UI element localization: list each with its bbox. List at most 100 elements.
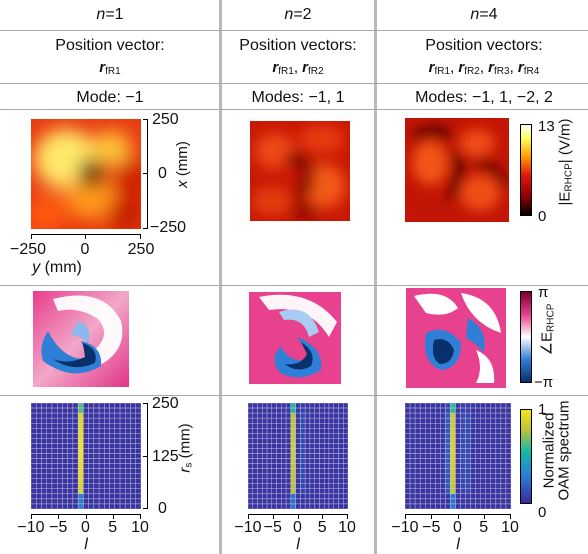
spectrum-cell [135,417,141,424]
spectrum-cell [440,403,446,409]
spectrum-cell [314,443,320,449]
spectrum-cell [405,493,411,500]
spectrum-cell [62,438,68,444]
spectrum-cell [304,407,311,414]
spec-x-tick [457,514,459,519]
spectrum-cell [419,433,426,439]
vector-separator: , [509,59,518,76]
spectrum-cell [125,503,131,509]
spectrum-cell [323,433,330,439]
spectrum-cell [450,438,456,444]
spectrum-cell [83,453,89,459]
spectrum-cell [414,488,421,495]
spectrum-cell [285,403,292,409]
spectrum-cell [505,453,511,459]
spectrum-cell [485,443,492,449]
vector-separator: , [293,59,303,76]
spectrum-cell [109,478,116,484]
spectrum-cell [314,453,320,459]
spectrum-cell [114,493,121,500]
spectrum-cell [285,468,292,474]
spectrum-cell [485,503,492,509]
spectrum-cell [51,412,58,419]
spectrum-cell [430,417,436,424]
spectrum-cell [257,488,263,495]
spectrum-colorbar-max: 1 [538,401,547,418]
spectrum-cell [475,407,481,414]
spectrum-cell [323,463,330,469]
spectrum-cell [475,403,481,409]
spectrum-cell [343,498,348,505]
spectrum-cell [46,422,53,429]
spectrum-cell [323,412,330,419]
spectrum-cell [450,498,456,505]
spectrum-cell [41,458,47,464]
spectrum-cell [77,417,84,424]
spectrum-cell [440,463,446,469]
spectrum-cell [77,503,84,509]
spectrum-cell [67,483,74,490]
spectrum-cell [114,498,121,505]
spectrum-cell [500,433,507,439]
spectrum-cell [419,458,426,464]
spectrum-cell [67,443,74,449]
spectrum-cell [130,448,136,454]
spectrum-cell [290,443,296,449]
spectrum-cell [46,458,53,464]
spec-x-tick [140,514,141,519]
spectrum-cell [114,458,121,464]
spectrum-cell [248,433,253,439]
spectrum-cell [31,458,37,464]
spectrum-cell [130,468,136,474]
spectrum-cell [419,453,426,459]
spectrum-cell [460,428,466,434]
spectrum-cell [46,403,53,409]
spectrum-cell [328,468,334,474]
row-divider-3 [0,109,588,110]
spectrum-cell [51,493,58,500]
col1-n-header: n=1 [96,6,124,23]
amp-x-tick-bottom [143,228,148,229]
spectrum-cell [328,498,334,505]
spectrum-cell [88,473,95,479]
spectrum-cell [51,473,58,479]
col1-position-title: Position vector: [55,37,165,54]
spectrum-cell [304,483,311,490]
spectrum-cell [490,493,497,500]
spectrum-cell [440,488,446,495]
spec-x-tick-label: 5 [317,519,327,536]
spectrum-cell [46,468,53,474]
spectrum-cell [300,468,306,474]
spectrum-cell [475,468,481,474]
spectrum-cell [319,503,325,509]
spectrum-cell [83,443,89,449]
spectrum-cell [88,483,95,490]
spectrum-cell [290,428,296,434]
spectrum-cell [114,417,121,424]
spectrum-cell [276,478,282,484]
spectrum-cell [323,498,330,505]
spectrum-cell [104,493,110,500]
position-vector-symbol: r [302,59,309,76]
spectrum-cell [98,428,105,434]
spectrum-cell [266,488,273,495]
spectrum-cell [295,417,301,424]
spectrum-cell [505,503,511,509]
spectrum-cell [281,443,287,449]
spectrum-cell [445,483,451,490]
spectrum-cell [67,453,74,459]
spectrum-cell [114,422,121,429]
spectrum-cell [281,403,287,409]
spectrum-cell [51,478,58,484]
spectrum-cell [125,473,131,479]
spectrum-cell [328,503,334,509]
spectrum-cell [323,448,330,454]
spectrum-cell [46,493,53,500]
spectrum-cell [314,407,320,414]
spectrum-cell [455,483,461,490]
spectrum-cell [93,483,100,490]
spectrum-cell [495,473,502,479]
spectrum-cell [72,443,79,449]
spectrum-cell [319,488,325,495]
